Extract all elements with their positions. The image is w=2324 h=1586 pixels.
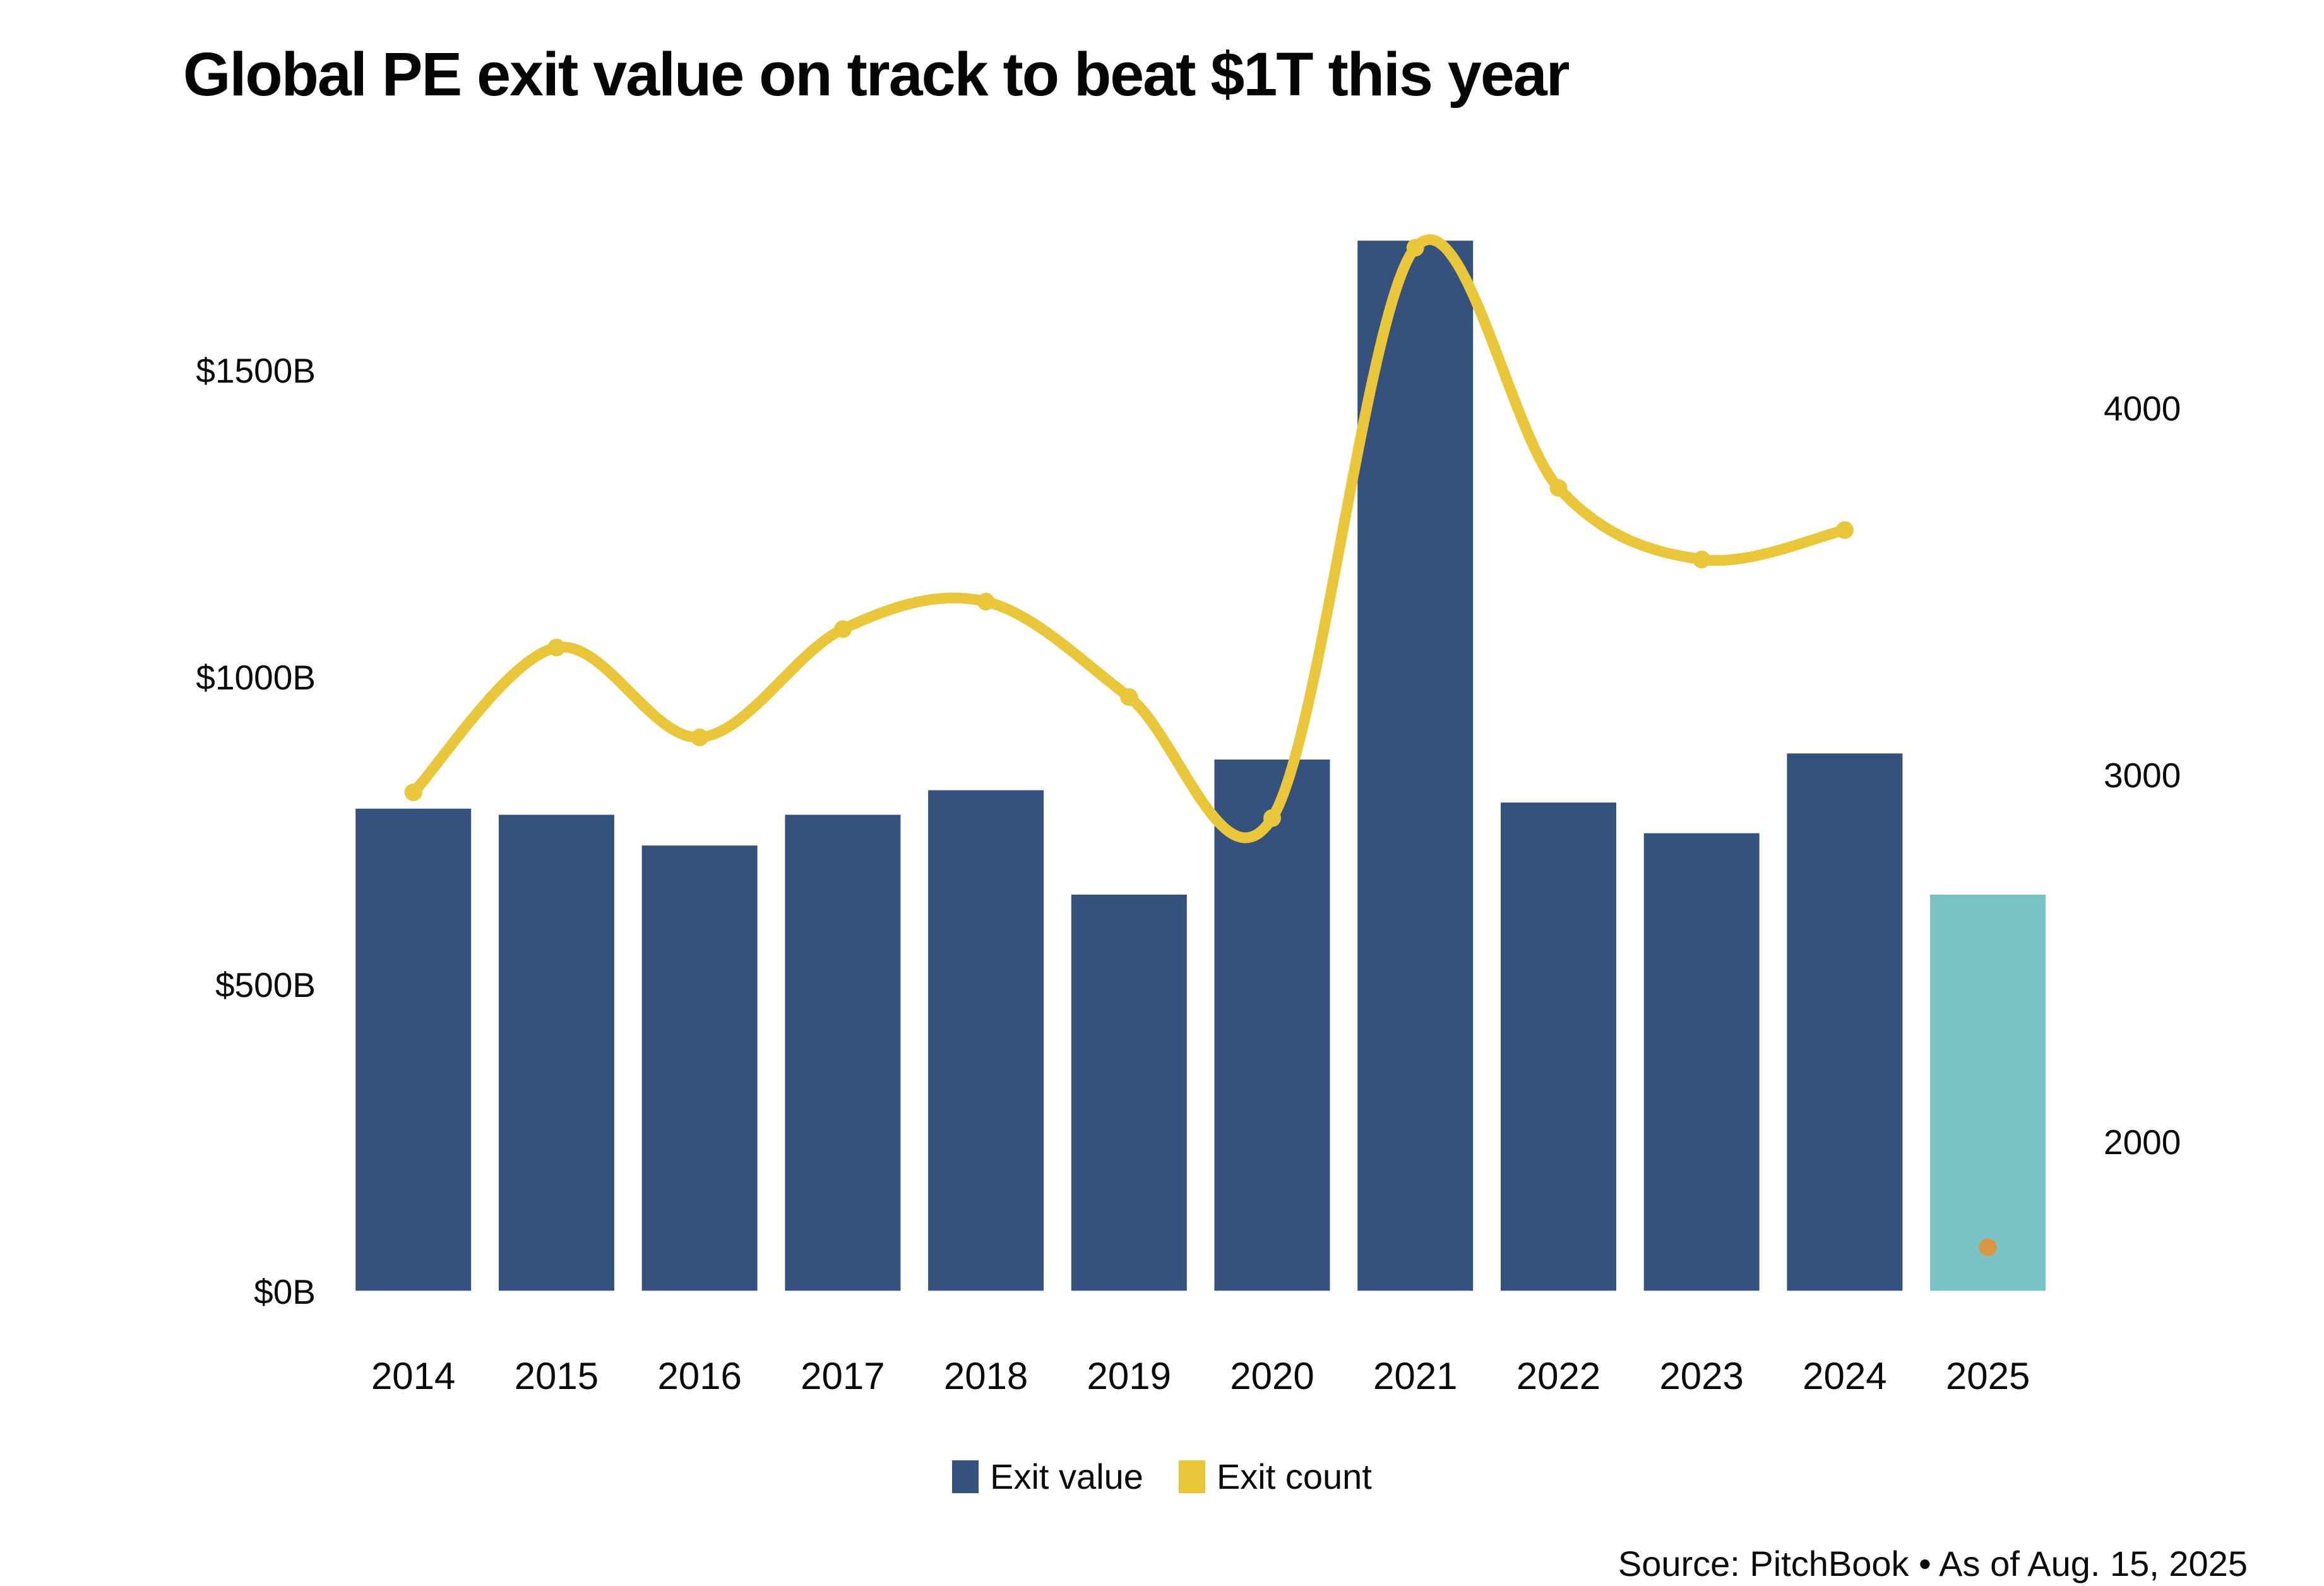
x-axis-label-2014: 2014 (371, 1355, 456, 1397)
exit-count-point-2025 (1979, 1238, 1997, 1256)
x-axis-label-2023: 2023 (1659, 1355, 1744, 1397)
left-axis-tick-500: $500B (215, 965, 316, 1005)
exit-count-point-2023 (1693, 551, 1711, 569)
x-axis-label-2016: 2016 (657, 1355, 742, 1397)
legend-label-exit-value: Exit value (990, 1457, 1143, 1496)
bar-2022 (1501, 802, 1616, 1291)
exit-value-swatch-icon (952, 1460, 979, 1493)
bar-2025 (1930, 895, 2046, 1291)
left-axis-tick-0: $0B (254, 1272, 316, 1312)
exit-count-point-2021 (1406, 239, 1424, 257)
x-axis-label-2020: 2020 (1230, 1355, 1314, 1397)
exit-count-point-2024 (1835, 521, 1854, 539)
bar-2018 (928, 790, 1044, 1291)
bar-2020 (1214, 760, 1330, 1291)
legend: Exit value Exit count (0, 1456, 2324, 1497)
exit-count-point-2022 (1549, 479, 1568, 497)
legend-item-exit-count: Exit count (1178, 1456, 1372, 1497)
legend-item-exit-value: Exit value (952, 1456, 1143, 1497)
bar-2016 (641, 845, 758, 1291)
exit-count-point-2017 (833, 620, 852, 638)
bar-2014 (355, 808, 472, 1291)
chart-title: Global PE exit value on track to beat $1… (183, 40, 1570, 109)
right-axis-tick-4000: 4000 (2104, 388, 2181, 428)
x-axis-label-2021: 2021 (1373, 1355, 1458, 1397)
exit-count-point-2019 (1120, 688, 1138, 706)
exit-count-point-2020 (1263, 809, 1281, 827)
left-axis-tick-1500: $1500B (196, 351, 316, 391)
x-axis-label-2025: 2025 (1945, 1355, 2030, 1397)
x-axis-label-2024: 2024 (1803, 1355, 1887, 1397)
bar-2021 (1357, 241, 1474, 1291)
x-axis-label-2015: 2015 (514, 1355, 599, 1397)
x-axis-label-2018: 2018 (943, 1355, 1028, 1397)
bar-2019 (1071, 895, 1187, 1291)
left-axis-tick-1000: $1000B (196, 658, 316, 698)
bar-2023 (1643, 833, 1760, 1291)
exit-count-point-2018 (977, 592, 995, 611)
exit-count-point-2016 (691, 728, 709, 746)
bar-2024 (1787, 753, 1903, 1291)
bar-2017 (785, 814, 901, 1291)
legend-label-exit-count: Exit count (1216, 1457, 1372, 1496)
exit-count-point-2014 (404, 784, 422, 801)
right-axis-tick-2000: 2000 (2104, 1122, 2181, 1162)
x-axis-label-2022: 2022 (1516, 1355, 1601, 1397)
source-note: Source: PitchBook • As of Aug. 15, 2025 (1618, 1544, 2248, 1583)
exit-count-point-2015 (547, 638, 566, 657)
right-axis-tick-3000: 3000 (2104, 755, 2181, 795)
exit-count-line (408, 234, 1850, 844)
bar-2015 (498, 814, 614, 1291)
x-axis-label-2017: 2017 (801, 1355, 885, 1397)
exit-count-swatch-icon (1178, 1460, 1205, 1493)
x-axis-label-2019: 2019 (1087, 1355, 1172, 1397)
